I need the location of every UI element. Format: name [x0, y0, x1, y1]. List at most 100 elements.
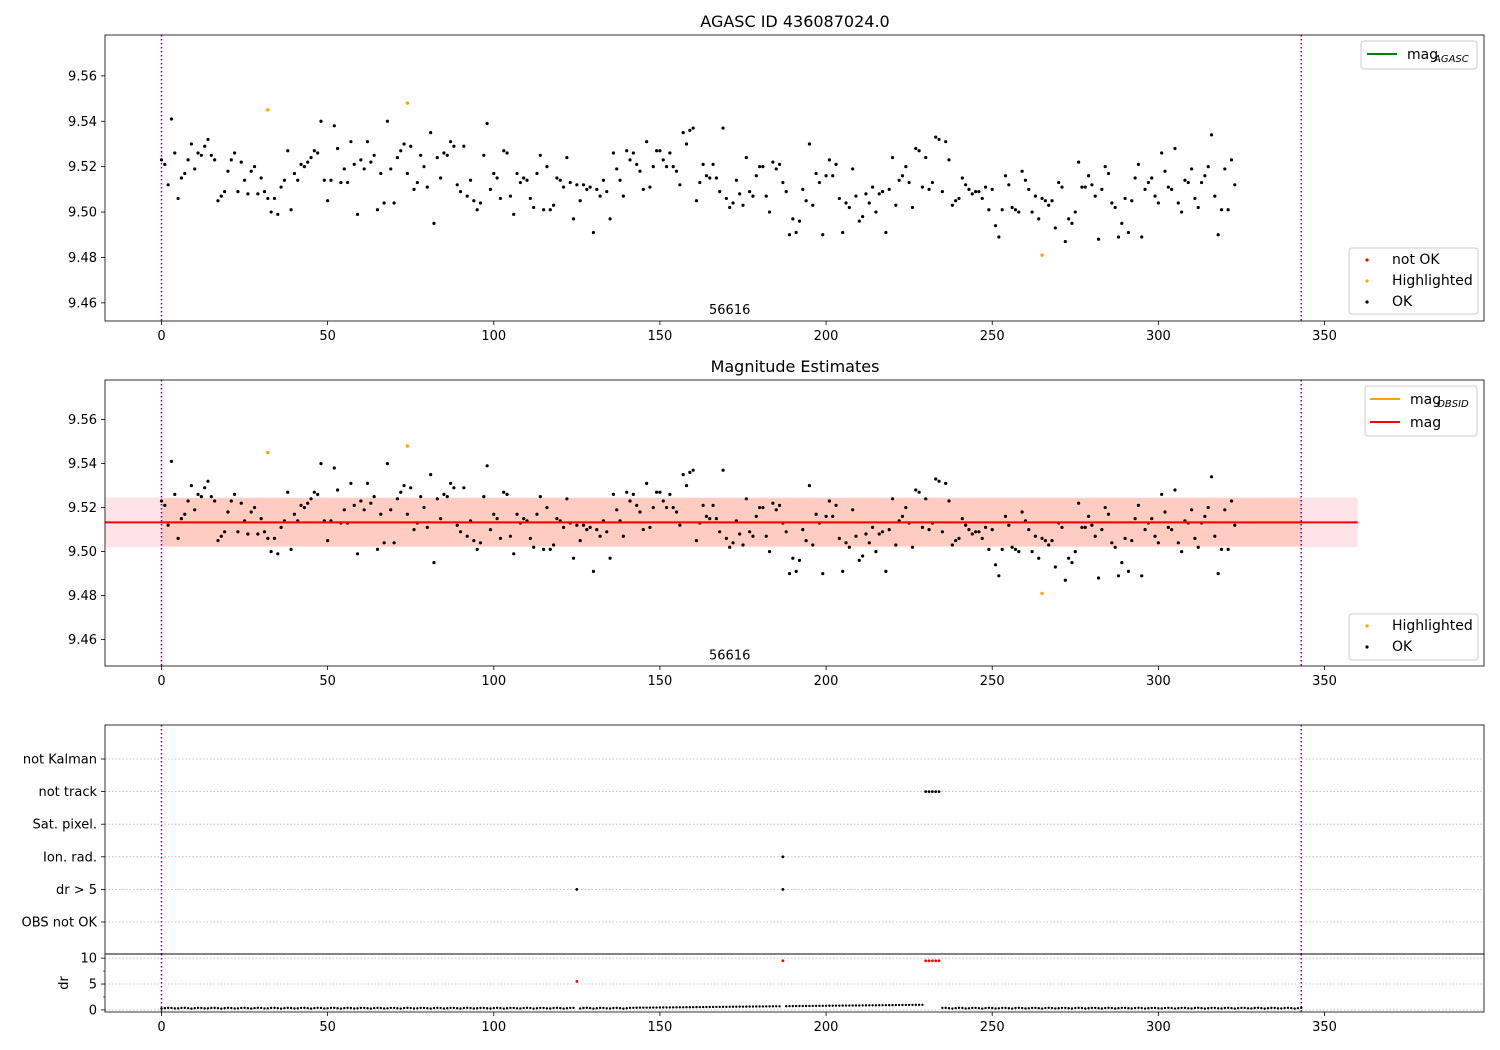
dr-point — [555, 1006, 559, 1010]
dr-point — [745, 1005, 748, 1008]
ok-point — [309, 497, 313, 501]
dr-point — [588, 1006, 592, 1010]
ok-point — [1196, 545, 1200, 549]
dr-point — [841, 1004, 844, 1007]
ok-point — [721, 468, 725, 472]
ok-point — [648, 185, 652, 189]
ok-point — [502, 149, 506, 153]
dr-point — [1167, 1006, 1170, 1010]
dr-point — [858, 1004, 861, 1007]
ok-point — [312, 149, 316, 153]
ok-point — [399, 149, 403, 153]
ok-point — [575, 183, 579, 187]
ok-point — [914, 488, 918, 492]
ok-point — [409, 486, 413, 490]
panel-agasc-title: AGASC ID 436087024.0 — [700, 12, 889, 31]
ok-point — [193, 508, 197, 512]
ok-point — [246, 532, 250, 536]
dr-point — [1177, 1007, 1180, 1010]
ok-point — [1206, 506, 1210, 510]
ok-point — [764, 194, 768, 198]
ok-point — [1189, 508, 1194, 512]
dr-point — [1153, 1006, 1157, 1010]
dr-point — [1203, 1007, 1207, 1010]
dr-point — [1067, 1007, 1070, 1010]
dr-point — [176, 1007, 180, 1010]
ok-point — [993, 563, 998, 567]
dr-point — [1000, 1006, 1004, 1010]
ok-point — [877, 532, 881, 536]
ok-point — [508, 534, 512, 538]
ok-point — [1093, 534, 1097, 538]
dr-point — [359, 1006, 363, 1010]
ok-point — [163, 503, 167, 507]
dr-point — [595, 1006, 598, 1010]
dr-point — [309, 1007, 313, 1010]
dr-point — [957, 1006, 961, 1010]
p2-xtick-label: 200 — [814, 674, 839, 689]
ok-point — [1136, 162, 1141, 166]
dr-point — [173, 1007, 176, 1010]
dr-point — [519, 1007, 522, 1010]
ok-point — [841, 569, 845, 574]
dr-point — [366, 1007, 369, 1010]
highlighted-point — [1040, 591, 1044, 596]
ok-point — [269, 210, 273, 214]
ok-point — [1163, 510, 1167, 514]
dr-point — [499, 1006, 502, 1010]
ok-point — [1063, 578, 1067, 582]
dr-point — [243, 1006, 246, 1010]
ok-point — [837, 536, 841, 541]
ok-point — [186, 158, 190, 162]
dr-point — [1084, 1007, 1087, 1010]
ok-point — [392, 201, 396, 205]
dr-point — [668, 1006, 672, 1009]
dr-point — [160, 1007, 163, 1010]
dr-point — [1077, 1006, 1080, 1010]
dr-point — [1233, 1007, 1236, 1010]
dr-point — [1037, 1007, 1040, 1010]
dr-point — [522, 1006, 525, 1010]
ok-point — [907, 180, 911, 185]
ok-point — [927, 528, 931, 532]
ok-point — [256, 192, 260, 196]
ok-point — [691, 468, 695, 472]
dr-point — [313, 1006, 316, 1010]
ok-point — [861, 554, 865, 558]
ok-point — [173, 151, 177, 155]
dr-point — [396, 1007, 399, 1010]
ok-point — [216, 199, 220, 203]
dr-point — [1030, 1006, 1034, 1010]
ok-point — [193, 167, 197, 171]
dr-point — [811, 1004, 814, 1008]
dr-point — [1163, 1006, 1167, 1010]
dr-point — [382, 1007, 386, 1010]
ok-point — [920, 525, 925, 530]
highlighted-point — [405, 444, 410, 448]
flag-point — [924, 790, 928, 793]
ok-point — [565, 155, 569, 160]
ok-point — [950, 203, 954, 207]
dr-point — [379, 1006, 382, 1010]
ok-point — [1047, 543, 1051, 547]
dr-point — [688, 1006, 692, 1009]
ok-point — [608, 217, 612, 221]
dr-point — [535, 1007, 539, 1010]
ok-point — [1153, 194, 1157, 198]
dr-point — [386, 1007, 389, 1010]
dr-point — [422, 1006, 426, 1010]
dr-point — [1080, 1006, 1084, 1010]
dr-point — [412, 1007, 416, 1010]
ok-point — [1007, 183, 1011, 187]
dr-point — [1004, 1006, 1007, 1010]
ok-point — [977, 530, 981, 534]
dr-point — [635, 1006, 638, 1009]
dr-point — [273, 1006, 276, 1010]
ok-point — [861, 214, 865, 219]
p1-xtick-label: 200 — [814, 329, 839, 344]
ok-point — [635, 503, 639, 507]
dr-point — [1107, 1006, 1110, 1010]
p2-xtick-label: 250 — [980, 674, 1005, 689]
ok-point — [1216, 233, 1220, 237]
ok-point — [495, 517, 499, 521]
